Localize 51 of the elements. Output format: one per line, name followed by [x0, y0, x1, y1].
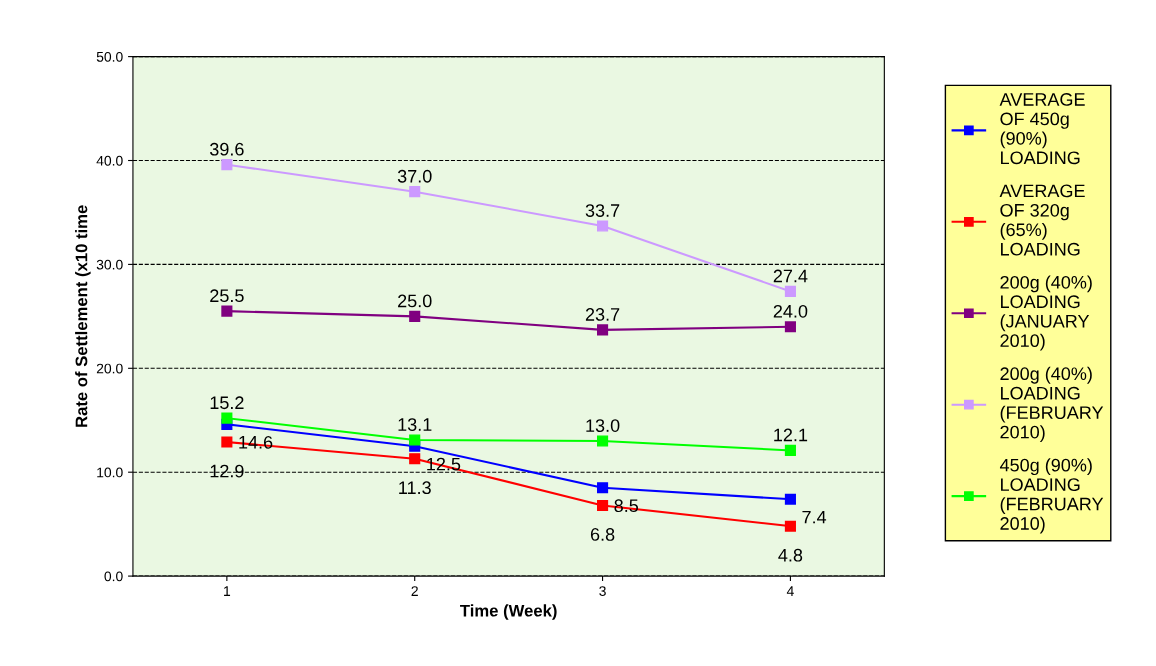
point [784, 285, 796, 297]
data-label: 13.1 [398, 418, 432, 431]
point [221, 159, 233, 171]
legend-label: 450g (90%) LOADING (FEBRUARY 2010) [999, 458, 1104, 534]
point [409, 434, 421, 446]
point [597, 435, 609, 447]
point [597, 324, 609, 336]
y-tick-label: 50.0 [96, 51, 123, 62]
x-tick-label: 4 [786, 586, 794, 596]
y-tick-label: 30.0 [96, 259, 123, 270]
data-label: 6.8 [590, 528, 615, 541]
point [597, 220, 609, 232]
point [597, 499, 609, 511]
legend-label: 200g (40%) LOADING (FEBRUARY 2010) [1000, 366, 1104, 443]
point [221, 305, 233, 317]
point [409, 186, 421, 198]
point [784, 321, 796, 333]
point [409, 453, 421, 465]
data-label: 24.0 [773, 304, 808, 318]
legend-label: AVERAGE OF 320g (65%) LOADING [999, 184, 1085, 256]
point [784, 444, 796, 456]
y-tick-label: 20.0 [96, 363, 123, 374]
point [221, 436, 233, 448]
point [409, 310, 421, 322]
data-label: 33.7 [585, 204, 620, 217]
legend-label: AVERAGE OF 450g (90%) LOADING [999, 93, 1085, 165]
x-tick-label: 3 [599, 586, 606, 597]
y-axis-title: Rate of Settlement (x10 time [75, 205, 91, 427]
x-tick-label: 1 [224, 586, 231, 596]
point [784, 493, 796, 505]
y-tick-label: 10.0 [97, 467, 123, 478]
legend-label: 200g (40%) LOADING (JANUARY 2010) [1000, 275, 1092, 351]
x-axis-title: Time (Week) [460, 604, 557, 620]
data-label: 13.0 [586, 419, 620, 432]
data-label: 27.4 [773, 269, 808, 283]
data-label: 12.1 [774, 428, 808, 442]
x-tick-label: 2 [411, 586, 418, 596]
point [597, 482, 609, 494]
point [784, 520, 796, 532]
data-label: 11.3 [399, 481, 431, 495]
data-label: 15.2 [210, 396, 244, 410]
data-label: 7.4 [802, 510, 827, 524]
point [221, 412, 233, 424]
data-label: 39.6 [209, 142, 244, 156]
y-tick-label: 0.0 [104, 571, 123, 582]
y-tick-label: 40.0 [96, 155, 123, 166]
data-label: 23.7 [585, 308, 620, 321]
data-label: 4.8 [778, 548, 803, 562]
data-label: 25.0 [398, 294, 432, 308]
data-label: 25.5 [210, 289, 244, 303]
data-label: 37.0 [397, 169, 432, 183]
